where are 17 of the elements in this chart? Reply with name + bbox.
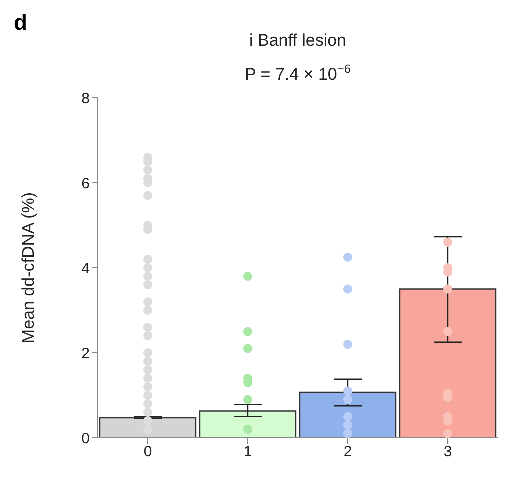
y-tick-label: 4 <box>82 260 90 278</box>
chart-title: i Banff lesion <box>249 31 347 50</box>
bar <box>199 410 297 438</box>
y-tick-label: 2 <box>82 345 90 362</box>
chart-subtitle: P = 7.4 × 10$^{−6}$ <box>245 62 352 84</box>
bar <box>99 417 197 438</box>
x-tick-label: 2 <box>344 444 352 461</box>
bar <box>299 392 397 438</box>
y-tick-label: 0 <box>82 430 90 448</box>
x-tick-label: 3 <box>444 444 452 461</box>
x-tick-label: 1 <box>244 444 252 461</box>
text: d <box>14 10 28 35</box>
y-tick-label: 8 <box>82 90 90 108</box>
bar <box>399 288 497 438</box>
y-tick-label: 6 <box>82 175 90 192</box>
y-axis-title: Mean dd-cfDNA (%) <box>19 192 38 344</box>
x-tick-label: 0 <box>144 444 152 461</box>
